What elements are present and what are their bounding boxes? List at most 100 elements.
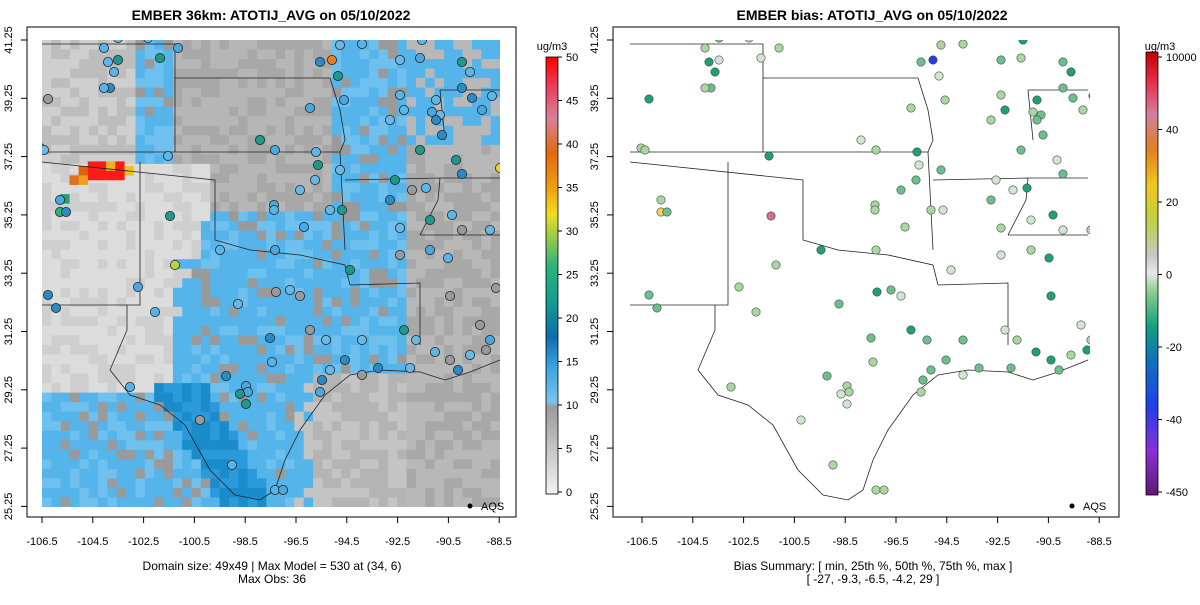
x-tick-label: -98.5 — [233, 536, 258, 548]
x-tick-label: -88.5 — [1087, 536, 1112, 548]
aqs-bias-marker — [938, 205, 948, 215]
x-tick-label: -100.5 — [179, 536, 210, 548]
aqs-bias-marker — [1076, 320, 1086, 330]
aqs-site-marker — [314, 386, 325, 397]
x-tick-label: -106.5 — [26, 536, 57, 548]
left-map-frame — [26, 26, 517, 518]
aqs-bias-marker — [886, 285, 896, 295]
aqs-bias-marker — [996, 250, 1006, 260]
aqs-bias-marker — [1054, 365, 1064, 375]
aqs-bias-marker — [879, 485, 889, 495]
aqs-bias-marker — [644, 290, 654, 300]
aqs-bias-marker — [871, 245, 881, 255]
aqs-legend-marker-left — [467, 503, 473, 509]
colorbar-tick-label: 40 — [566, 139, 578, 151]
aqs-site-marker — [474, 319, 485, 330]
aqs-bias-marker — [871, 485, 881, 495]
aqs-site-marker — [336, 204, 347, 215]
aqs-site-marker — [424, 214, 435, 225]
aqs-site-marker — [326, 55, 337, 66]
aqs-site-marker — [394, 55, 405, 66]
colorbar-tick-label: 45 — [566, 96, 578, 108]
aqs-bias-marker — [834, 299, 844, 309]
aqs-bias-marker — [656, 195, 666, 205]
aqs-bias-marker — [996, 55, 1006, 65]
aqs-site-marker — [99, 83, 110, 94]
aqs-bias-marker — [774, 43, 784, 53]
aqs-bias-marker — [896, 291, 906, 301]
aqs-bias-marker — [764, 151, 774, 161]
aqs-site-marker — [298, 221, 309, 232]
aqs-bias-marker — [744, 40, 754, 43]
aqs-site-marker — [109, 67, 120, 78]
aqs-bias-marker — [922, 335, 932, 345]
aqs-bias-marker — [906, 325, 916, 335]
aqs-bias-marker — [996, 90, 1006, 100]
x-tick-label: -94.5 — [934, 536, 959, 548]
y-tick-label: 25.25 — [3, 493, 15, 521]
aqs-bias-marker — [700, 83, 710, 93]
aqs-site-marker — [394, 90, 405, 101]
aqs-bias-marker — [1032, 115, 1042, 125]
aqs-bias-marker — [941, 355, 951, 365]
right-map-title: EMBER bias: ATOTIJ_AVG on 05/10/2022 — [736, 7, 1007, 23]
aqs-site-marker — [269, 244, 280, 255]
y-tick-label: 39.25 — [589, 85, 601, 113]
aqs-bias-marker — [906, 103, 916, 113]
right-footer-line2: [ -27, -9.3, -6.5, -4.2, 29 ] — [807, 572, 940, 586]
y-tick-label: 35.25 — [589, 201, 601, 229]
aqs-site-marker — [410, 334, 421, 345]
aqs-bias-marker — [1082, 345, 1090, 355]
y-tick-label: 33.25 — [3, 259, 15, 287]
aqs-site-marker — [132, 281, 143, 292]
y-tick-label: 25.25 — [589, 493, 601, 521]
aqs-legend-label-left: AQS — [481, 501, 504, 513]
aqs-site-marker — [277, 484, 288, 495]
y-tick-label: 41.25 — [3, 26, 15, 54]
aqs-site-marker — [484, 334, 495, 345]
aqs-bias-marker — [958, 370, 968, 380]
aqs-site-marker — [304, 324, 315, 335]
left-footer-line1: Domain size: 49x49 | Max Model = 530 at … — [143, 559, 402, 573]
aqs-site-marker — [154, 53, 165, 64]
aqs-site-marker — [338, 95, 349, 106]
x-tick-label: -104.5 — [77, 536, 108, 548]
aqs-bias-marker — [1016, 145, 1026, 155]
colorbar-tick-label: 50 — [566, 52, 578, 64]
aqs-bias-marker — [828, 460, 838, 470]
left-colorbar — [545, 56, 559, 495]
aqs-site-marker — [420, 182, 431, 193]
right-colorbar-ticks: 10000 40 20 0 -20 -40 -450 — [1158, 52, 1197, 499]
aqs-site-marker — [270, 286, 281, 297]
x-tick-label: -90.5 — [1036, 536, 1061, 548]
aqs-bias-marker — [1018, 40, 1028, 45]
aqs-bias-marker — [872, 287, 882, 297]
aqs-bias-marker — [991, 175, 1001, 185]
colorbar-tick-label: -20 — [1166, 342, 1182, 354]
aqs-site-marker — [43, 289, 54, 300]
aqs-site-marker — [254, 134, 265, 145]
aqs-bias-marker — [1058, 57, 1068, 67]
aqs-site-marker — [234, 388, 245, 399]
aqs-bias-marker — [940, 95, 950, 105]
aqs-bias-marker — [714, 55, 724, 65]
aqs-site-marker — [125, 381, 136, 392]
x-tick-label: -90.5 — [436, 536, 461, 548]
aqs-bias-marker — [1046, 291, 1056, 301]
y-tick-label: 29.25 — [589, 376, 601, 404]
aqs-bias-marker — [914, 160, 924, 170]
aqs-bias-marker — [714, 40, 724, 43]
aqs-bias-marker — [896, 185, 906, 195]
aqs-site-marker — [356, 369, 367, 380]
y-tick-label: 33.25 — [589, 259, 601, 287]
aqs-site-marker — [344, 264, 355, 275]
aqs-site-marker — [424, 244, 435, 255]
aqs-bias-marker — [836, 389, 846, 399]
aqs-bias-marker — [1016, 53, 1026, 63]
aqs-bias-marker — [934, 71, 944, 81]
aqs-bias-marker — [912, 147, 922, 157]
left-axis-ticks: -106.5 -104.5 -102.5 -100.5 -98.5 -96.5 -94.5 -… — [3, 26, 512, 548]
aqs-site-marker — [164, 210, 175, 221]
